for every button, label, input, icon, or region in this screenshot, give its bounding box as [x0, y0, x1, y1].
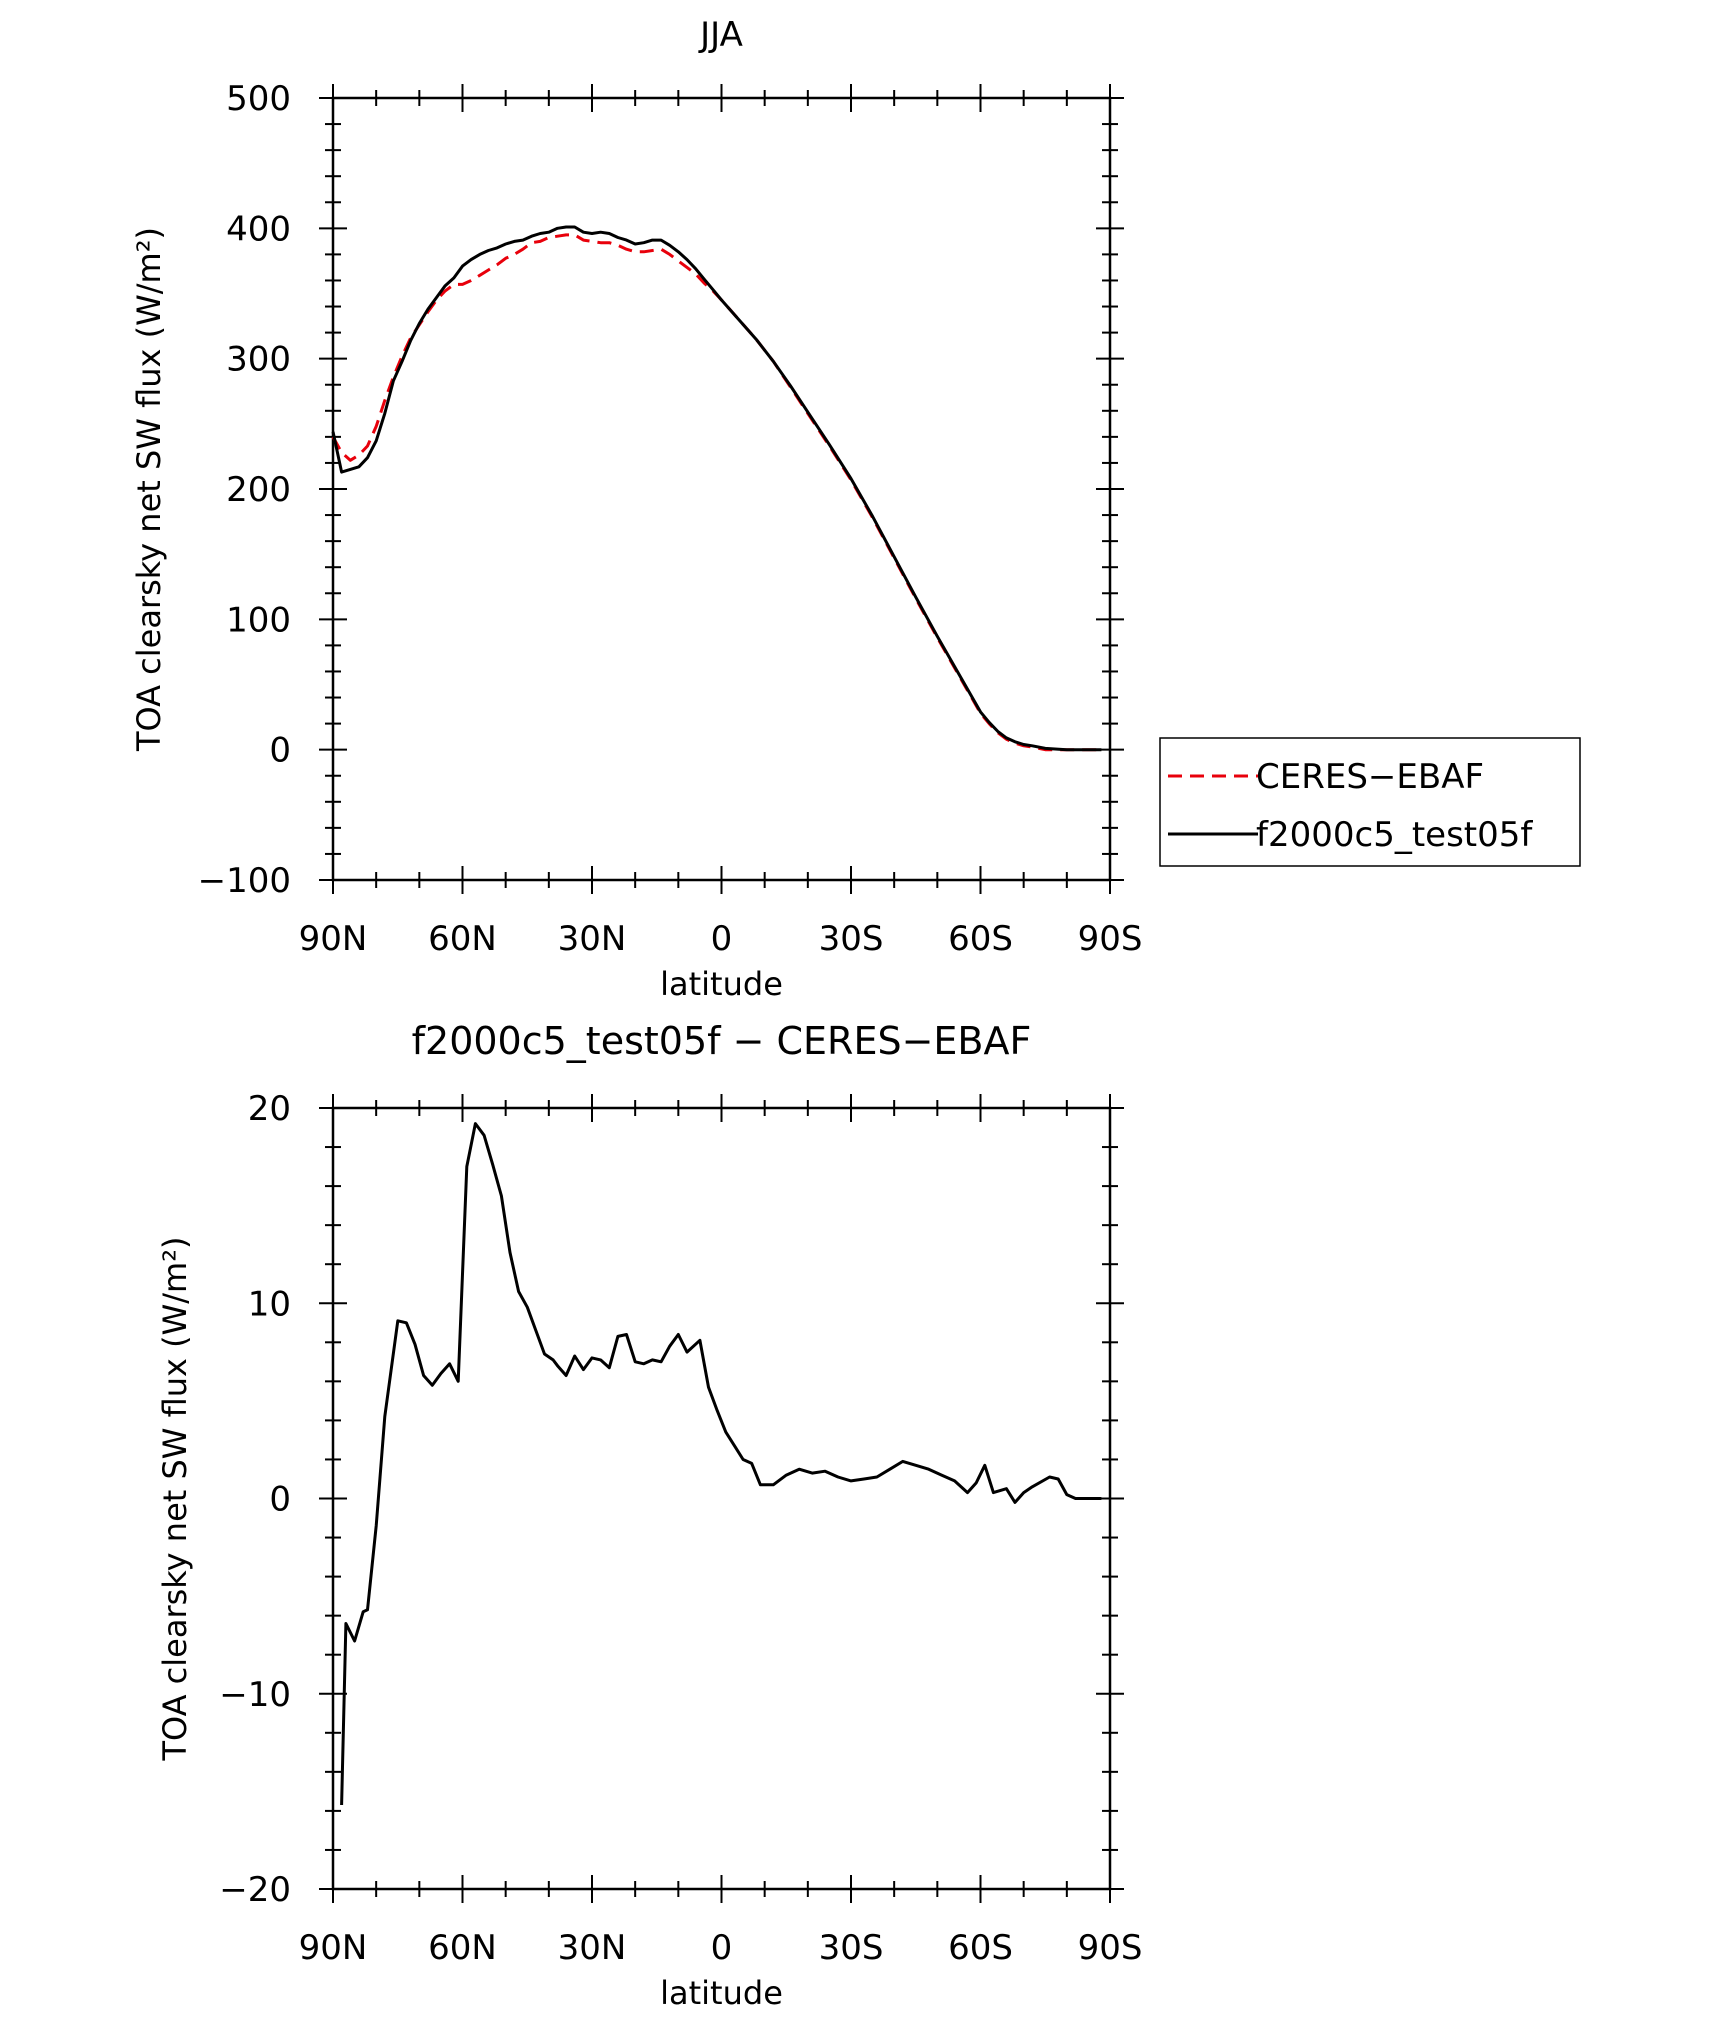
- y-tick-label: 10: [248, 1284, 291, 1324]
- y-tick-label: 20: [248, 1089, 291, 1129]
- x-tick-label: 30S: [819, 1928, 884, 1968]
- series-line-0: [331, 233, 1102, 752]
- x-tick-label: 60N: [428, 1928, 497, 1968]
- x-tick-label: 60S: [948, 1928, 1013, 1968]
- x-tick-label: 0: [711, 1928, 733, 1968]
- legend-box: [1159, 737, 1581, 867]
- y-tick-label: −10: [219, 1675, 291, 1715]
- y-axis-label: TOA clearsky net SW flux (W/m²): [130, 227, 168, 752]
- x-tick-label: 60N: [428, 919, 497, 959]
- y-tick-label: 0: [269, 731, 291, 771]
- x-tick-label: 90S: [1078, 919, 1143, 959]
- y-tick-label: 0: [269, 1480, 291, 1520]
- x-tick-label: 0: [711, 919, 733, 959]
- x-axis-label: latitude: [660, 965, 783, 1003]
- chart-top: JJA −100 0 100 200 300 400 500 90N 60N 30N 0 30S 60S 9…: [130, 15, 1581, 1003]
- y-tick-label: 100: [226, 600, 291, 640]
- x-tick-label: 90N: [299, 919, 368, 959]
- x-tick-label: 60S: [948, 919, 1013, 959]
- y-tick-label: 400: [226, 209, 291, 249]
- series-line-0: [340, 1122, 1102, 1806]
- x-axis-label: latitude: [660, 1974, 783, 2012]
- y-tick-label: 200: [226, 470, 291, 510]
- y-tick-label: −100: [198, 861, 291, 901]
- x-tick-label: 30S: [819, 919, 884, 959]
- x-tick-label: 90N: [299, 1928, 368, 1968]
- plot-frame: [331, 96, 1112, 882]
- legend-label-1: f2000c5_test05f: [1256, 815, 1533, 855]
- x-tick-label: 90S: [1078, 1928, 1143, 1968]
- y-tick-label: −20: [219, 1870, 291, 1910]
- chart-title: f2000c5_test05f − CERES−EBAF: [412, 1019, 1032, 1063]
- x-tick-label: 30N: [558, 919, 627, 959]
- legend-label-0: CERES−EBAF: [1256, 757, 1484, 797]
- y-axis-label: TOA clearsky net SW flux (W/m²): [156, 1236, 194, 1761]
- y-tick-label: 300: [226, 340, 291, 380]
- series-line-1: [331, 225, 1102, 752]
- y-tick-label: 500: [226, 79, 291, 119]
- chart-title: JJA: [698, 15, 743, 55]
- plot-frame: [331, 1106, 1112, 1891]
- x-tick-label: 30N: [558, 1928, 627, 1968]
- chart-bottom: f2000c5_test05f − CERES−EBAF −20 −10 0 10 20 9…: [156, 1019, 1142, 2012]
